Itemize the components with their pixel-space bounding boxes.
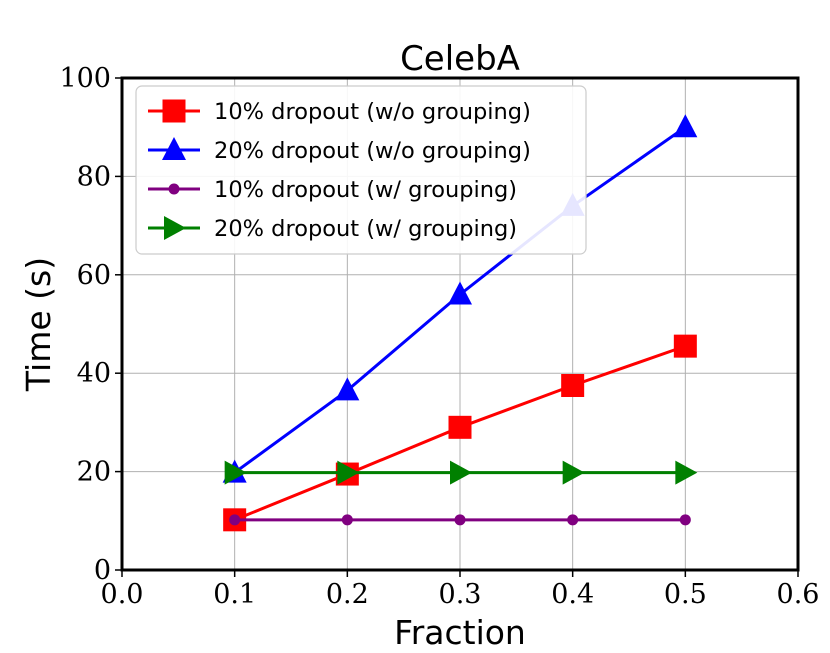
x-tick-label: 0.4	[551, 579, 594, 610]
x-tick-label: 0.3	[439, 579, 482, 610]
series-layer	[222, 114, 698, 532]
x-tick-label: 0.0	[101, 579, 144, 610]
data-point	[224, 460, 247, 485]
x-tick-label: 0.2	[326, 579, 369, 610]
y-tick-label: 100	[59, 63, 111, 94]
x-tick-label: 0.6	[777, 579, 820, 610]
data-point	[448, 281, 472, 305]
y-axis-label: Time (s)	[19, 257, 58, 392]
legend-label: 10% dropout (w/o grouping)	[214, 99, 531, 125]
data-point	[561, 374, 585, 397]
y-tick-label: 60	[77, 260, 111, 291]
data-point	[567, 514, 579, 526]
y-tick-label: 0	[94, 555, 111, 586]
data-point	[341, 514, 353, 526]
data-point	[562, 460, 585, 485]
data-point	[448, 415, 472, 439]
data-point	[337, 460, 360, 485]
legend-label: 10% dropout (w/ grouping)	[214, 177, 517, 203]
data-point	[335, 377, 360, 401]
y-tick-label: 20	[77, 457, 111, 488]
legend-marker	[168, 183, 180, 195]
data-point	[675, 460, 698, 485]
legend-marker	[162, 137, 186, 160]
y-tick-label: 80	[77, 161, 111, 192]
x-axis-label: Fraction	[394, 613, 526, 652]
legend-label: 20% dropout (w/o grouping)	[214, 138, 531, 164]
series-4	[224, 460, 698, 485]
chart-title: CelebA	[400, 39, 520, 79]
series-3	[229, 514, 691, 526]
legend-label: 20% dropout (w/ grouping)	[214, 216, 517, 242]
legend-marker	[162, 99, 186, 123]
legend-marker	[164, 216, 186, 240]
data-point	[450, 460, 472, 485]
legend-box	[135, 85, 587, 255]
x-tick-label: 0.1	[213, 579, 256, 610]
legend: 10% dropout (w/o grouping) 20% dropout (w…	[135, 85, 587, 255]
data-point	[673, 114, 698, 138]
y-tick-label: 40	[77, 358, 111, 389]
data-point	[679, 514, 691, 526]
series-1	[223, 334, 697, 532]
x-tick-label: 0.5	[664, 579, 707, 610]
data-point	[229, 514, 241, 526]
ticks: 0.0 0.1 0.2 0.3 0.4 0.5 0.6 0 20 40 60 80 100	[59, 63, 819, 610]
data-point	[454, 514, 466, 526]
data-point	[673, 334, 697, 358]
